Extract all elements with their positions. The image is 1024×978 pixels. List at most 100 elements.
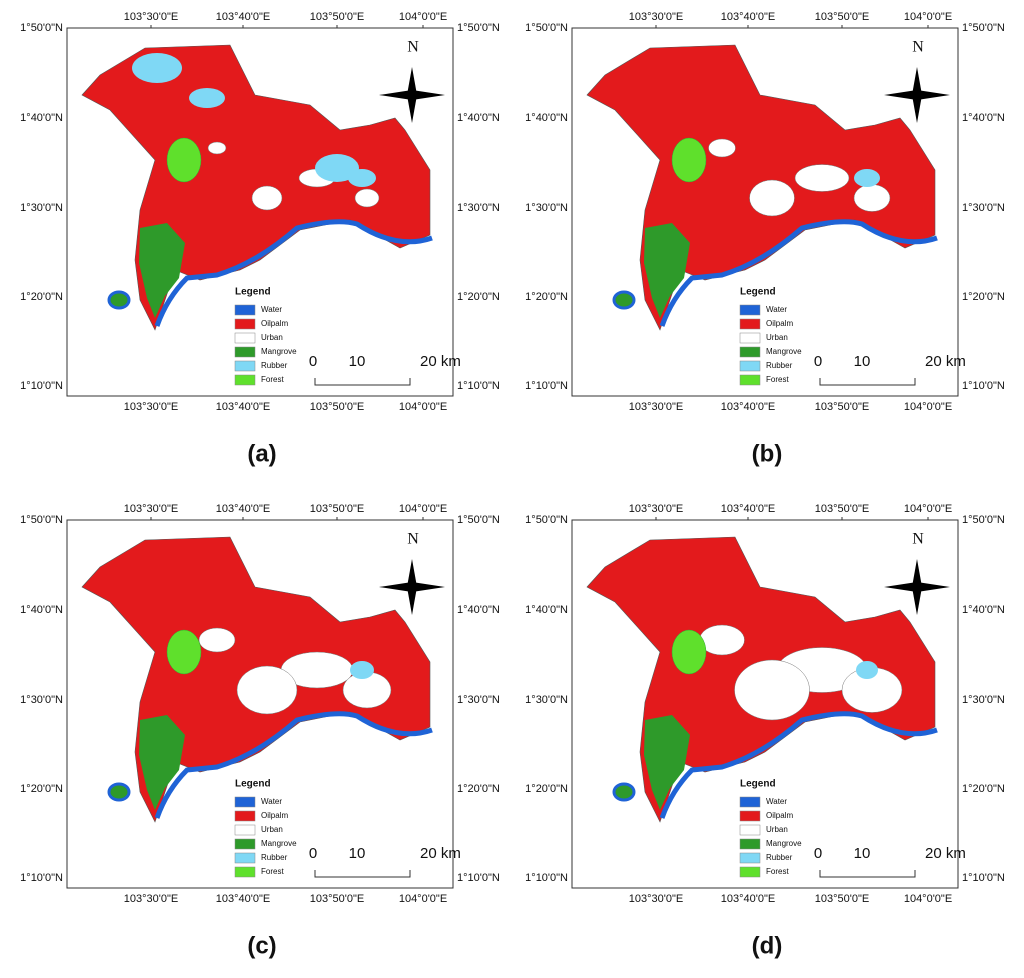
legend-swatch [739,332,761,344]
latitude-label: 1°30'0"N [962,202,1005,214]
legend-label: Water [766,797,787,806]
legend-swatch [739,360,761,372]
legend-label: Oilpalm [261,811,288,820]
north-arrow [379,582,445,592]
legend-title: Legend [235,779,271,790]
legend-swatch [234,318,256,330]
legend-title: Legend [740,779,776,790]
longitude-label: 103°30'0"E [124,11,178,23]
island [107,782,131,802]
latitude-label: 1°50'0"N [525,514,568,526]
legend-label: Oilpalm [766,811,793,820]
longitude-label: 103°40'0"E [216,503,270,515]
legend-swatch [234,360,256,372]
rubber-patch [350,661,374,679]
scale-label: 0 [814,353,822,370]
latitude-label: 1°20'0"N [457,783,500,795]
legend-label: Urban [261,825,283,834]
scale-label: 0 [814,845,822,862]
map-panel: N Legend Water Oilpalm Urban Mangrove Rubber Fo… [525,11,1005,467]
latitude-label: 1°40'0"N [457,604,500,616]
legend-label: Forest [261,867,284,876]
latitude-label: 1°30'0"N [20,202,63,214]
legend-label: Urban [766,333,788,342]
forest-area [166,137,202,183]
coastline-water [659,219,938,327]
scale-label: 10 [349,353,366,370]
north-label: N [407,39,419,56]
latitude-label: 1°40'0"N [962,112,1005,124]
scale-bar [314,870,411,878]
urban-patch [354,188,380,208]
longitude-label: 103°30'0"E [124,893,178,905]
scale-label: 20 km [925,353,966,370]
latitude-label: 1°10'0"N [962,872,1005,884]
urban-patch [708,138,736,158]
north-arrow [379,90,445,100]
panel-label: (a) [247,440,276,467]
rubber-patch [854,169,880,187]
legend-label: Rubber [766,853,793,862]
legend-label: Oilpalm [261,319,288,328]
longitude-label: 104°0'0"E [399,11,447,23]
scale-label: 0 [309,845,317,862]
urban-patch [207,141,227,155]
longitude-label: 103°40'0"E [721,11,775,23]
coastline-water [154,219,433,327]
urban-patch [734,659,810,721]
latitude-label: 1°20'0"N [525,291,568,303]
legend-label: Urban [261,333,283,342]
forest-area [166,629,202,675]
scale-bar [819,870,916,878]
longitude-label: 103°50'0"E [815,893,869,905]
island [612,782,636,802]
north-label: N [912,531,924,548]
map-panel: N Legend Water Oilpalm Urban Mangrove Rubber Fo… [525,503,1005,959]
longitude-label: 103°40'0"E [216,893,270,905]
longitude-label: 103°50'0"E [310,11,364,23]
mangrove-area [139,715,185,810]
longitude-label: 104°0'0"E [399,503,447,515]
latitude-label: 1°20'0"N [525,783,568,795]
legend-title: Legend [235,287,271,298]
latitude-label: 1°40'0"N [457,112,500,124]
north-arrow [884,582,950,592]
scale-label: 10 [349,845,366,862]
legend-swatch [739,866,761,878]
latitude-label: 1°20'0"N [962,291,1005,303]
longitude-label: 104°0'0"E [904,893,952,905]
map-panel: N Legend Water Oilpalm Urban Mangrove Rubber Fo… [20,503,500,959]
north-label: N [912,39,924,56]
longitude-label: 103°40'0"E [721,401,775,413]
urban-patch [794,164,850,192]
latitude-label: 1°50'0"N [457,514,500,526]
legend-label: Water [261,305,282,314]
latitude-label: 1°10'0"N [525,872,568,884]
latitude-label: 1°30'0"N [525,202,568,214]
mangrove-area [644,715,690,810]
urban-patch [699,624,745,656]
latitude-label: 1°20'0"N [20,783,63,795]
longitude-label: 103°50'0"E [815,401,869,413]
legend-swatch [234,852,256,864]
longitude-label: 104°0'0"E [904,11,952,23]
north-label: N [407,531,419,548]
longitude-label: 103°40'0"E [216,401,270,413]
legend-label: Mangrove [766,839,802,848]
urban-patch [853,184,891,212]
latitude-label: 1°50'0"N [20,22,63,34]
longitude-label: 103°30'0"E [124,503,178,515]
longitude-label: 103°30'0"E [629,893,683,905]
legend-label: Forest [261,375,284,384]
panel-label: (b) [752,440,783,467]
latitude-label: 1°10'0"N [457,872,500,884]
legend-label: Rubber [261,361,288,370]
scale-bar [314,378,411,386]
legend-swatch [739,374,761,386]
legend-swatch [234,346,256,358]
legend-swatch [234,810,256,822]
longitude-label: 103°30'0"E [629,11,683,23]
longitude-label: 103°50'0"E [310,503,364,515]
longitude-label: 103°50'0"E [815,503,869,515]
